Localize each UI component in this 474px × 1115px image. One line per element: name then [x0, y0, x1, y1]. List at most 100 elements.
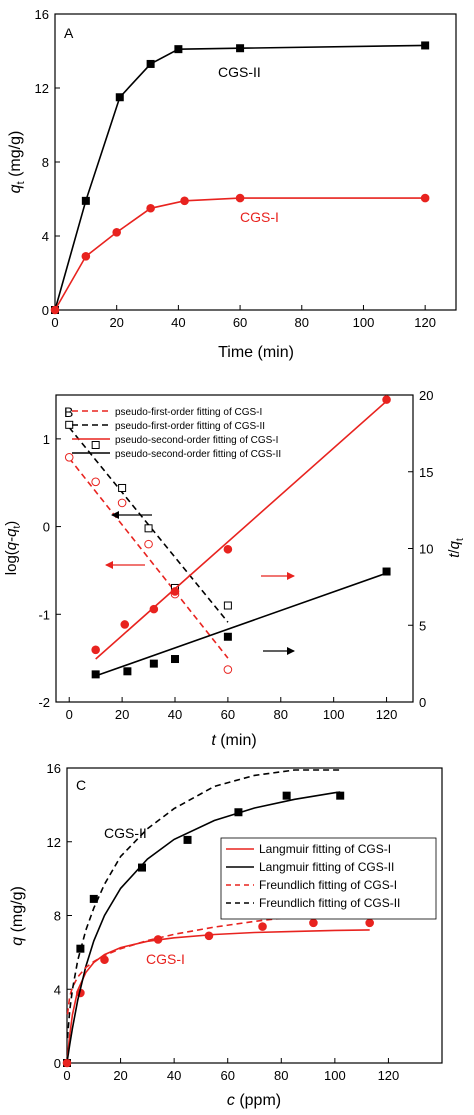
- panel-a-y-axis-label-unit: (mg/g): [7, 131, 24, 182]
- panel-c-point-cgs-i: [309, 918, 318, 928]
- panel-c-x-axis-label: c (ppm): [227, 1092, 281, 1109]
- chart_data.0-x-tick-label: 100: [353, 315, 375, 330]
- panel-c-fit-curve-langmuir-fitting-of-cgs-i: [66, 929, 370, 1057]
- panel-a-point-cgs-i: [50, 305, 60, 315]
- chart_data.2-y-tick-label: 12: [47, 835, 61, 850]
- panel-a-y-axis-label-main: q: [7, 184, 24, 193]
- panel-b-point-pseudo-first-order-fitting-of-cgs-ii: [65, 420, 74, 429]
- panel-b-point-pseudo-second-order-fitting-of-cgs-ii: [123, 667, 132, 676]
- panel-a-point-cgs-i: [81, 252, 91, 261]
- chart_data.1-x-tick-label: 80: [274, 707, 288, 722]
- panel-c-point-cgs-i: [62, 1058, 72, 1068]
- panel-b-point-pseudo-first-order-fitting-of-cgs-ii: [223, 601, 232, 610]
- panel-a-point-cgs-i: [180, 196, 189, 206]
- chart_data.1-y-tick-label: -2: [38, 695, 50, 710]
- chart_data.0-y-tick-label: 12: [35, 81, 49, 96]
- panel-b-axis-arrows: [105, 511, 295, 655]
- panel-c: C 0 20 40 60 80 100 120 0 4 8 12 16 c (ppm) q (mg/…: [9, 761, 443, 1109]
- chart_data.1-y-tick-label: 15: [419, 465, 433, 480]
- panel-b-legend-entry-2: pseudo-second-order fitting of CGS-I: [115, 435, 278, 446]
- panel-b-point-pseudo-second-order-fitting-of-cgs-ii: [91, 670, 100, 679]
- panel-b-right-y-axis-label: t/qt: [446, 538, 466, 558]
- panel-c-label: C: [76, 777, 86, 793]
- panel-b-point-pseudo-first-order-fitting-of-cgs-i: [117, 498, 127, 508]
- panel-a-point-cgs-ii: [174, 45, 183, 54]
- panel-a-point-cgs-ii: [236, 44, 245, 53]
- panel-b-label: B: [64, 404, 73, 420]
- panel-b-fit-line-pseudo-second-order-fitting-of-cgs-i: [95, 400, 388, 660]
- panel-c-legend-entry-3: Freundlich fitting of CGS-II: [259, 896, 400, 910]
- chart_data.0-x-tick-label: 0: [51, 315, 58, 330]
- chart_data.2-x-tick-label: 20: [113, 1068, 127, 1083]
- chart_data.0-x-tick-label: 80: [295, 315, 309, 330]
- panel-a-series: [50, 41, 430, 315]
- panel-a: A 0 20 40 60 80 100 120 0 4 8 12 16 Time (min) qt …: [7, 7, 457, 361]
- chart_data.1-y-tick-label: 1: [43, 432, 50, 447]
- panel-a-series-label-cgs-ii: CGS-II: [218, 64, 261, 80]
- panel-c-y-ticks: 0 4 8 12 16: [47, 761, 72, 1071]
- chart_data.0-x-tick-label: 120: [414, 315, 436, 330]
- panel-c-point-cgs-ii: [282, 791, 291, 800]
- panel-b-point-pseudo-second-order-fitting-of-cgs-ii: [382, 567, 391, 576]
- panel-b-point-pseudo-second-order-fitting-of-cgs-ii: [171, 655, 179, 664]
- panel-c-annotation-cgs-ii: CGS-II: [104, 825, 147, 841]
- panel-a-point-cgs-i: [112, 228, 121, 237]
- chart_data.1-y-tick-label: 10: [419, 542, 433, 557]
- panel-b-point-pseudo-first-order-fitting-of-cgs-i: [64, 452, 74, 462]
- panel-b-point-pseudo-second-order-fitting-of-cgs-i: [170, 587, 180, 596]
- panel-a-point-cgs-ii: [146, 59, 155, 68]
- panel-c-annotation-cgs-i: CGS-I: [146, 951, 185, 967]
- panel-c-legend-entry-1: Langmuir fitting of CGS-II: [259, 860, 394, 874]
- panel-b-left-y-ticks: -2 -1 0 1: [38, 432, 61, 710]
- panel-a-point-cgs-i: [420, 193, 430, 203]
- chart_data.2-x-tick-label: 40: [167, 1068, 181, 1083]
- chart_data.0-y-tick-label: 4: [42, 229, 49, 244]
- panel-b-point-pseudo-first-order-fitting-of-cgs-i: [223, 665, 233, 674]
- panel-b-point-pseudo-second-order-fitting-of-cgs-i: [382, 395, 391, 404]
- panel-a-point-cgs-ii: [81, 196, 90, 205]
- panel-b-left-y-axis-label: log(q-qt): [3, 521, 23, 575]
- chart_data.2-y-tick-label: 16: [47, 761, 61, 776]
- panel-c-series: [62, 769, 374, 1068]
- chart_data.2-x-tick-label: 120: [378, 1068, 400, 1083]
- chart_data.1-y-tick-label: 0: [43, 520, 50, 535]
- chart_data.1-x-tick-label: 120: [376, 707, 398, 722]
- panel-c-fit-curve-langmuir-fitting-of-cgs-ii: [66, 791, 341, 1060]
- chart_data.1-x-tick-label: 40: [168, 707, 182, 722]
- panel-c-legend-box: [220, 837, 437, 920]
- panel-b-point-pseudo-second-order-fitting-of-cgs-i: [149, 604, 159, 614]
- panel-b-point-pseudo-first-order-fitting-of-cgs-i: [144, 539, 153, 549]
- panel-c-legend-entry-0: Langmuir fitting of CGS-I: [259, 842, 391, 856]
- panel-c-point-cgs-ii: [336, 791, 345, 800]
- panel-c-point-cgs-ii: [183, 835, 192, 844]
- panel-a-series-label-cgs-i: CGS-I: [240, 209, 279, 225]
- panel-c-x-ticks: 0 20 40 60 80 100 120: [63, 1058, 399, 1083]
- chart_data.1-y-tick-label: -1: [38, 607, 50, 622]
- panel-a-point-cgs-i: [146, 203, 155, 213]
- panel-a-y-ticks: 0 4 8 12 16: [35, 7, 60, 318]
- panel-a-y-axis-label: qt (mg/g): [7, 131, 27, 194]
- chart_data.2-x-tick-label: 60: [220, 1068, 234, 1083]
- panel-c-point-cgs-i: [258, 922, 267, 931]
- panel-b-point-pseudo-second-order-fitting-of-cgs-i: [91, 645, 100, 655]
- panel-b-x-axis-label: t (min): [211, 732, 256, 749]
- chart_data.2-x-tick-label: 0: [63, 1068, 70, 1083]
- panel-b-point-pseudo-second-order-fitting-of-cgs-i: [120, 620, 130, 629]
- chart_data.1-y-tick-label: 0: [419, 695, 426, 710]
- panel-b-fit-line-pseudo-second-order-fitting-of-cgs-ii: [95, 572, 387, 677]
- chart_data.1-x-tick-label: 20: [115, 707, 129, 722]
- chart_data.1-y-tick-label: 5: [419, 618, 426, 633]
- panel-c-y-axis-label: q (mg/g): [9, 886, 26, 946]
- panel-b-point-pseudo-second-order-fitting-of-cgs-ii: [223, 632, 232, 641]
- panel-b-point-pseudo-first-order-fitting-of-cgs-ii: [91, 440, 100, 449]
- panel-c-legend-entry-2: Freundlich fitting of CGS-I: [259, 878, 397, 892]
- chart_data.2-x-tick-label: 100: [324, 1068, 346, 1083]
- chart_data.2-x-tick-label: 80: [274, 1068, 288, 1083]
- panel-a-point-cgs-ii: [421, 41, 430, 50]
- chart_data.1-x-tick-label: 0: [66, 707, 73, 722]
- panel-a-point-cgs-ii: [115, 93, 124, 102]
- chart_data.1-x-tick-label: 100: [323, 707, 345, 722]
- panel-c-legend: Langmuir fitting of CGS-I Langmuir fitti…: [220, 837, 437, 920]
- chart_data.2-y-tick-label: 4: [54, 982, 61, 997]
